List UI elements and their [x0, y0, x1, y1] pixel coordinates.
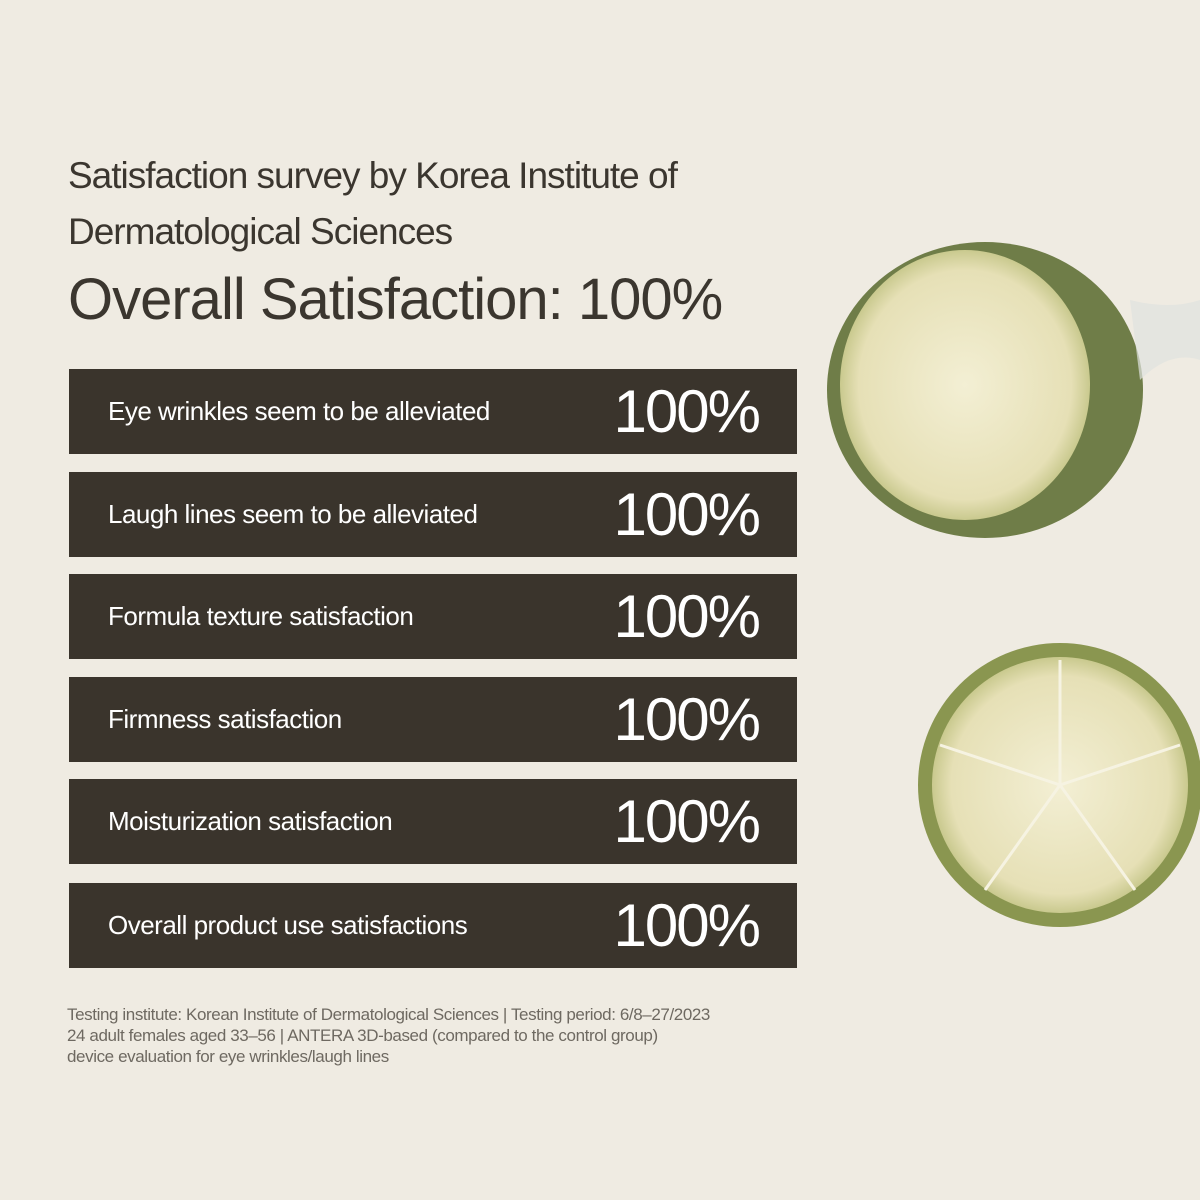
stat-label: Moisturization satisfaction: [108, 806, 393, 836]
stat-row: Formula texture satisfaction 100%: [69, 574, 797, 659]
footnote-line: Testing institute: Korean Institute of D…: [67, 1005, 710, 1024]
stat-value: 100%: [613, 892, 761, 959]
lime-top: [827, 242, 1200, 538]
title: Satisfaction survey by Korea Institute o…: [68, 155, 678, 252]
footnote: Testing institute: Korean Institute of D…: [67, 1004, 710, 1067]
stat-row: Moisturization satisfaction 100%: [69, 779, 797, 864]
stat-value: 100%: [613, 583, 761, 650]
stat-value: 100%: [613, 686, 761, 753]
footnote-line: 24 adult females aged 33–56 | ANTERA 3D-…: [67, 1026, 658, 1045]
stat-row: Firmness satisfaction 100%: [69, 677, 797, 762]
stat-label: Overall product use satisfactions: [108, 910, 468, 940]
stat-value: 100%: [613, 378, 761, 445]
stat-row: Laugh lines seem to be alleviated 100%: [69, 472, 797, 557]
stat-value: 100%: [613, 481, 761, 548]
stat-label: Firmness satisfaction: [108, 704, 342, 734]
stat-label: Eye wrinkles seem to be alleviated: [108, 396, 490, 426]
stat-value: 100%: [613, 788, 761, 855]
headline: Overall Satisfaction: 100%: [68, 267, 723, 332]
stat-label: Formula texture satisfaction: [108, 601, 414, 631]
stat-label: Laugh lines seem to be alleviated: [108, 499, 478, 529]
stat-row: Eye wrinkles seem to be alleviated 100%: [69, 369, 797, 454]
stat-row: Overall product use satisfactions 100%: [69, 883, 797, 968]
lime-bottom: [918, 643, 1200, 927]
footnote-line: device evaluation for eye wrinkles/laugh…: [67, 1047, 389, 1066]
